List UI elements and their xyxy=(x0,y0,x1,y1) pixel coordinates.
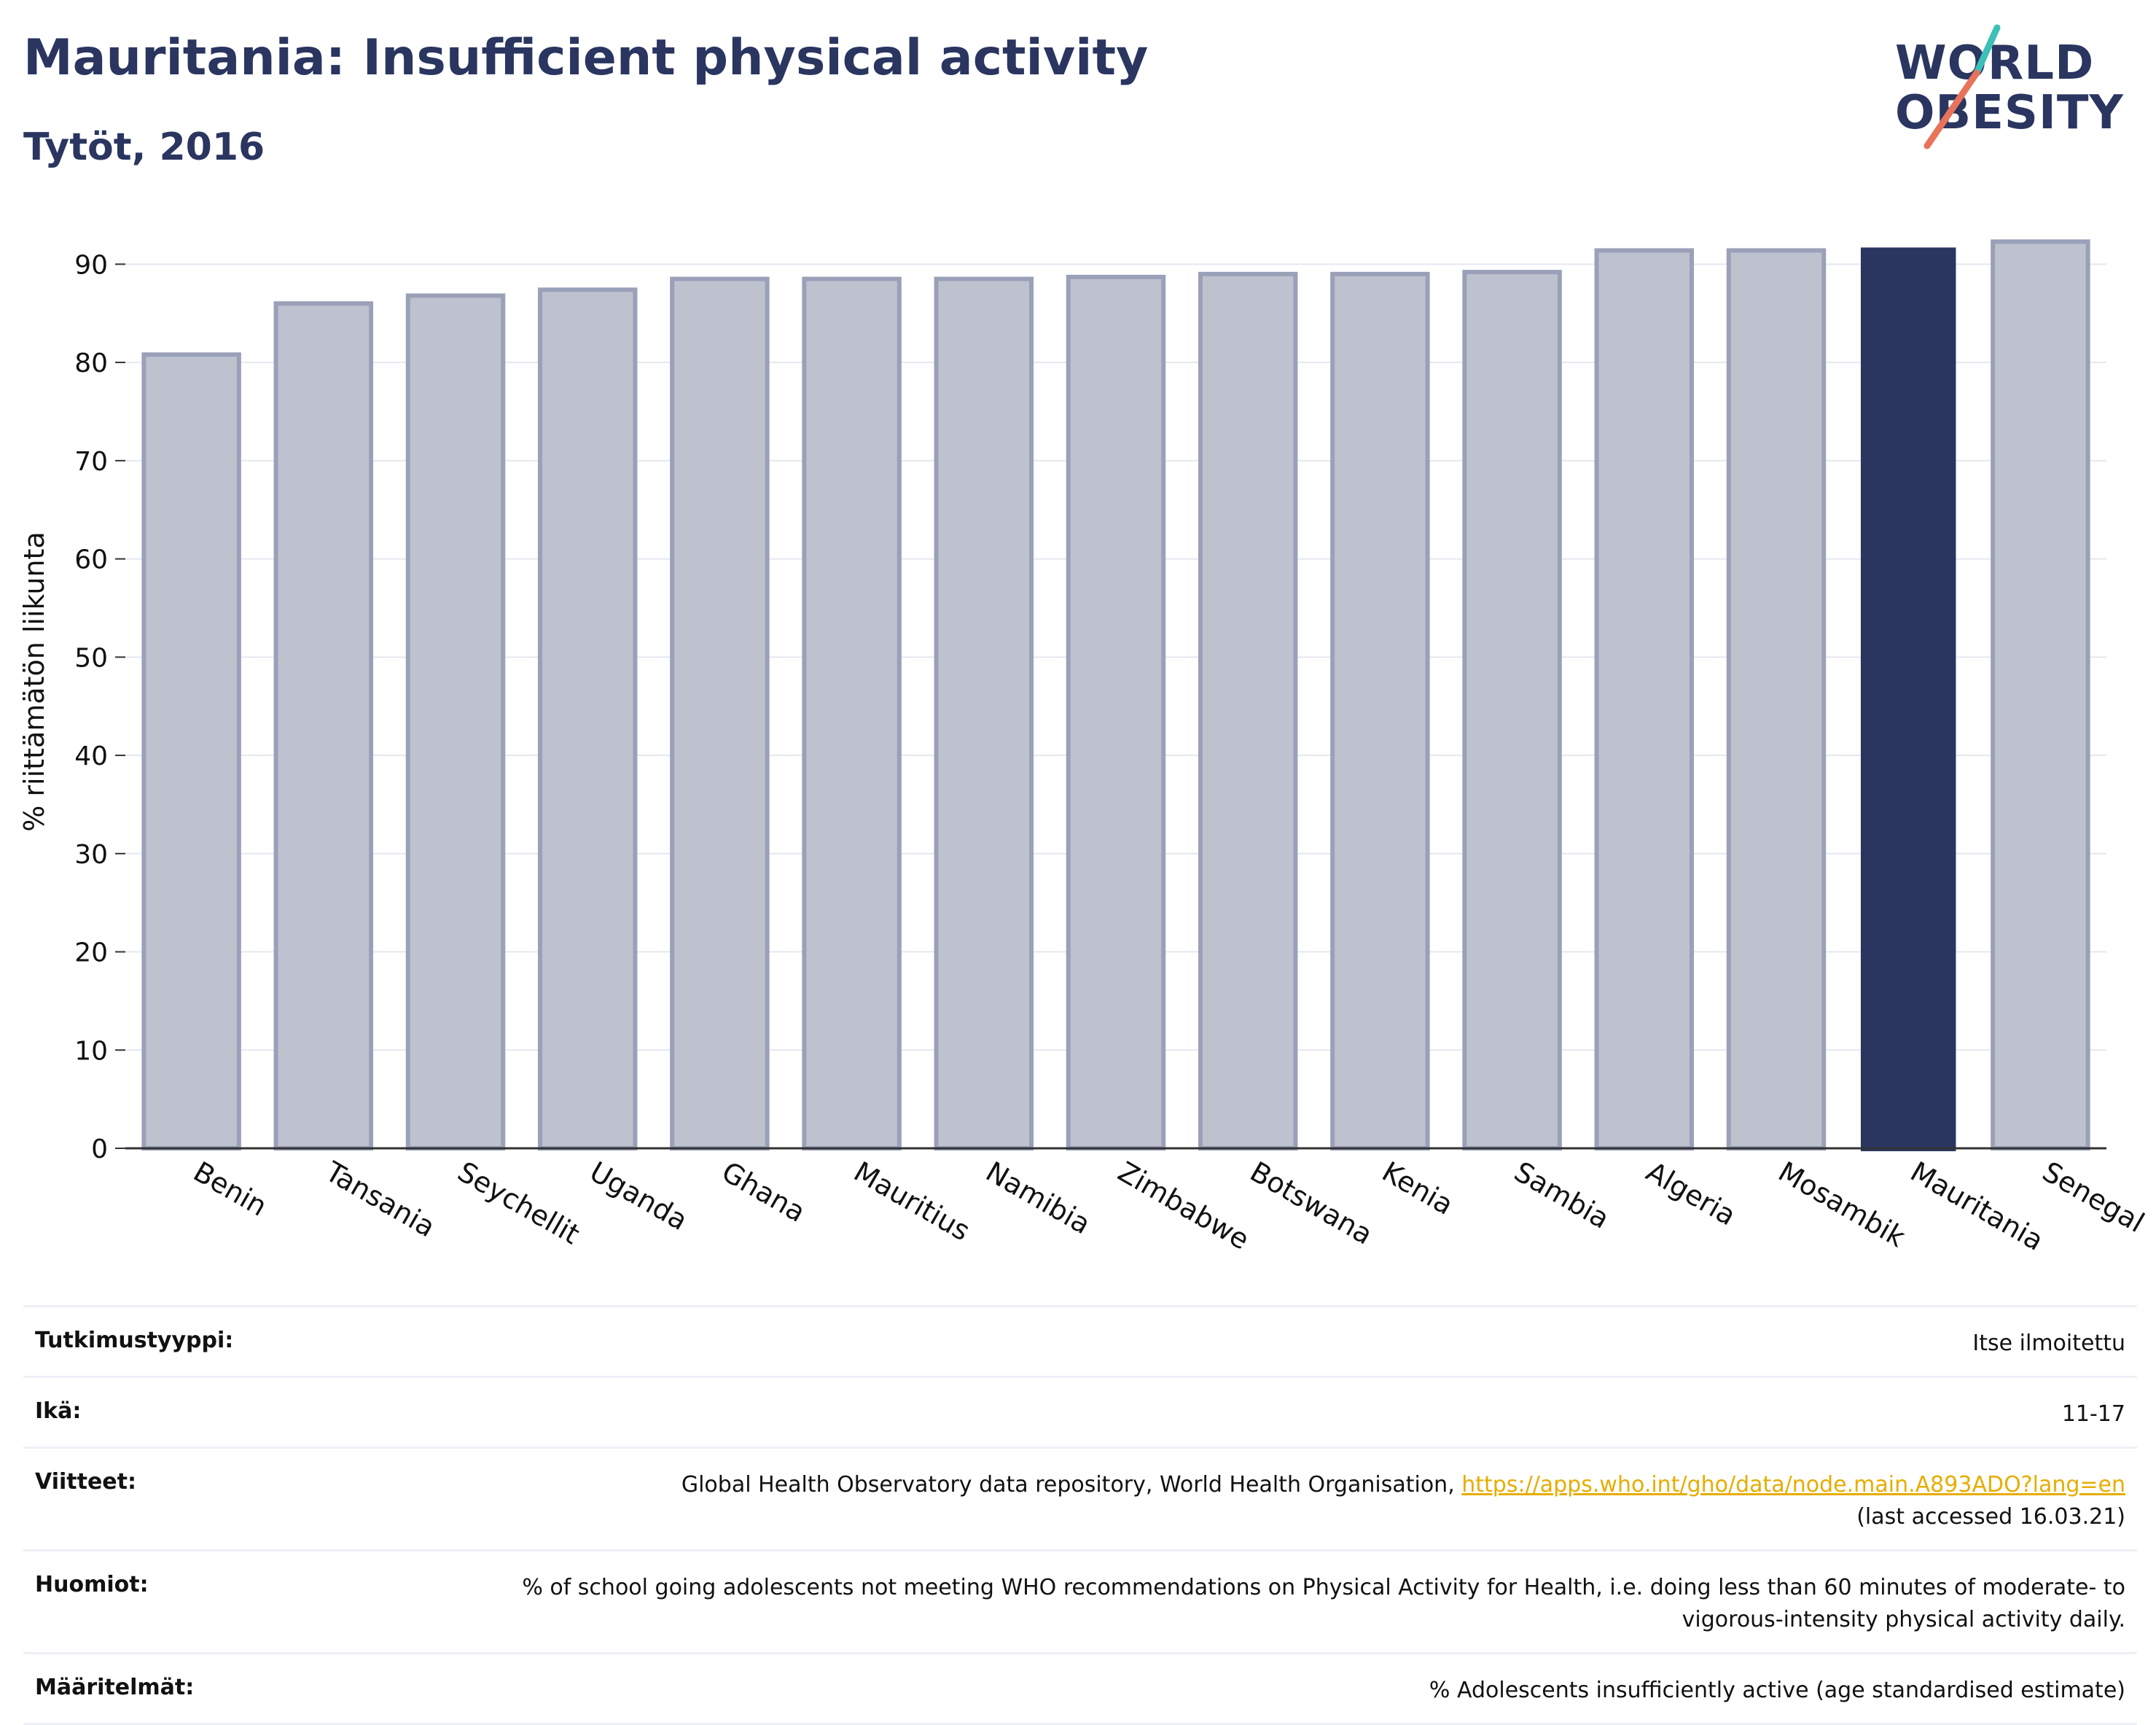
bar-tansania xyxy=(273,301,374,1150)
y-tick-label: 70 xyxy=(74,447,108,477)
info-row-definitions: Määritelmät: % Adolescents insufficientl… xyxy=(23,1652,2137,1725)
y-tick-label: 30 xyxy=(74,840,108,870)
bar-kenia xyxy=(1330,271,1430,1150)
bar-chart: 0 10 20 30 40 50 60 70 80 90 Benin Tansania Seychell… xyxy=(18,239,2149,1257)
y-tick-label: 10 xyxy=(74,1036,108,1066)
info-value: 11-17 xyxy=(2061,1401,2125,1427)
x-tick-label: Mauritania xyxy=(1905,1156,2049,1257)
info-value: Itse ilmoitettu xyxy=(1972,1331,2125,1356)
logo-word-obesity: OBESITY xyxy=(1895,86,2124,140)
chart-title: Mauritania: Insufficient physical activi… xyxy=(23,29,1149,87)
x-tick-label: Senegal xyxy=(2037,1156,2149,1239)
logo-word-world: WORLD xyxy=(1895,36,2095,90)
bar-benin xyxy=(141,352,241,1151)
y-tick-label: 80 xyxy=(74,348,108,378)
y-axis-label: % riittämätön liikunta xyxy=(18,531,50,832)
x-tick-label: Tansania xyxy=(319,1155,440,1243)
y-tick-label: 90 xyxy=(74,250,108,280)
x-tick-label: Namibia xyxy=(980,1156,1095,1241)
x-tick-label: Zimbabwe xyxy=(1113,1156,1255,1256)
x-tick-label: Benin xyxy=(188,1156,273,1223)
x-tick-label: Kenia xyxy=(1377,1156,1458,1221)
logo-slash-icon xyxy=(1923,24,2001,149)
y-tick-label: 50 xyxy=(74,643,108,673)
x-tick-label: Mosambik xyxy=(1773,1156,1911,1254)
y-tick-label: 20 xyxy=(74,938,108,968)
bar-ghana xyxy=(670,276,770,1150)
chart-subtitle: Tytöt, 2016 xyxy=(23,125,265,169)
x-tick-label: Mauritius xyxy=(848,1156,975,1247)
info-label: Viitteet: xyxy=(35,1469,136,1495)
info-row-notes: Huomiot: % of school going adolescents n… xyxy=(23,1549,2137,1652)
info-label: Määritelmät: xyxy=(35,1675,195,1700)
bar-mosambik xyxy=(1726,248,1827,1151)
x-tick-label: Botswana xyxy=(1245,1156,1378,1251)
bar-seychellit xyxy=(405,293,506,1150)
bars xyxy=(141,239,2090,1152)
info-row-references: Viitteet: Global Health Observatory data… xyxy=(23,1446,2137,1549)
bar-mauritius xyxy=(802,276,902,1150)
y-tick-label: 0 xyxy=(91,1134,108,1164)
x-tick-label: Uganda xyxy=(585,1156,693,1237)
bar-sambia xyxy=(1462,270,1562,1151)
bar-botswana xyxy=(1198,271,1298,1150)
info-label: Huomiot: xyxy=(35,1572,149,1597)
info-table: Tutkimustyyppi: Itse ilmoitettu Ikä: 11-… xyxy=(23,1305,2137,1725)
bar-namibia xyxy=(934,276,1034,1150)
world-obesity-logo: WORLD OBESITY xyxy=(1895,22,2143,160)
reference-text: Global Health Observatory data repositor… xyxy=(681,1472,1462,1498)
info-value: % Adolescents insufficiently active (age… xyxy=(1429,1678,2125,1703)
bar-zimbabwe xyxy=(1066,274,1166,1151)
info-row-age: Ikä: 11-17 xyxy=(23,1376,2137,1446)
bar-algeria xyxy=(1594,248,1695,1151)
info-value-references: Global Health Observatory data repositor… xyxy=(681,1469,2125,1533)
x-tick-label: Ghana xyxy=(716,1156,811,1228)
y-tick-label: 60 xyxy=(74,545,108,575)
x-tick-label: Sambia xyxy=(1509,1156,1614,1235)
info-value: % of school going adolescents not meetin… xyxy=(522,1575,2125,1632)
y-tick-label: 40 xyxy=(74,741,108,771)
bar-senegal xyxy=(1991,239,2090,1151)
bar-mauritania xyxy=(1860,247,1956,1152)
x-tick-label: Algeria xyxy=(1641,1156,1741,1232)
info-label: Tutkimustyyppi: xyxy=(35,1328,234,1353)
info-label: Ikä: xyxy=(35,1398,82,1424)
x-tick-label: Seychellit xyxy=(453,1156,585,1251)
reference-link[interactable]: https://apps.who.int/gho/data/node.main.… xyxy=(1461,1472,2125,1498)
info-row-study-type: Tutkimustyyppi: Itse ilmoitettu xyxy=(23,1305,2137,1376)
reference-accessed: (last accessed 16.03.21) xyxy=(1856,1504,2125,1530)
bar-uganda xyxy=(537,287,638,1150)
